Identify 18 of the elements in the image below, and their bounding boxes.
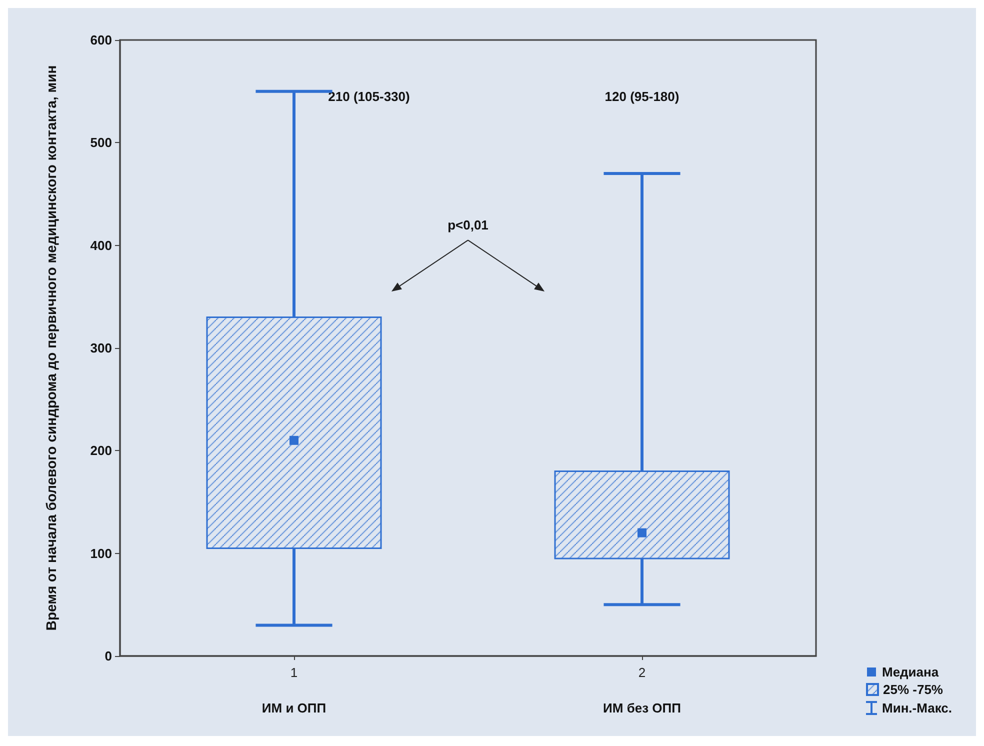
y-tick-label: 600 — [90, 32, 112, 48]
annotation: 210 (105-330) — [328, 88, 410, 104]
text: ИМ без ОПП — [603, 700, 681, 716]
annotation: p<0,01 — [448, 217, 488, 232]
y-tick-label: 400 — [90, 238, 112, 253]
text: Мин.-Макс. — [882, 700, 952, 716]
y-tick-label: 0 — [104, 648, 112, 664]
y-axis-title: Время от начала болевого синдрома до первичного медицинского контакта, мин — [43, 65, 59, 631]
text: Медиана — [882, 664, 940, 680]
y-tick-label: 300 — [90, 340, 112, 356]
x-tick-label: 1 — [290, 665, 298, 680]
y-tick-label: 100 — [90, 546, 112, 561]
y-tick-label: 500 — [90, 135, 112, 150]
legend-label: 25% -75% — [883, 682, 944, 697]
y-tick-label: 200 — [90, 443, 112, 458]
text: ИМ и ОПП — [262, 700, 326, 716]
annotation: 120 (95-180) — [604, 88, 680, 104]
x-tick-label: 2 — [638, 665, 646, 680]
